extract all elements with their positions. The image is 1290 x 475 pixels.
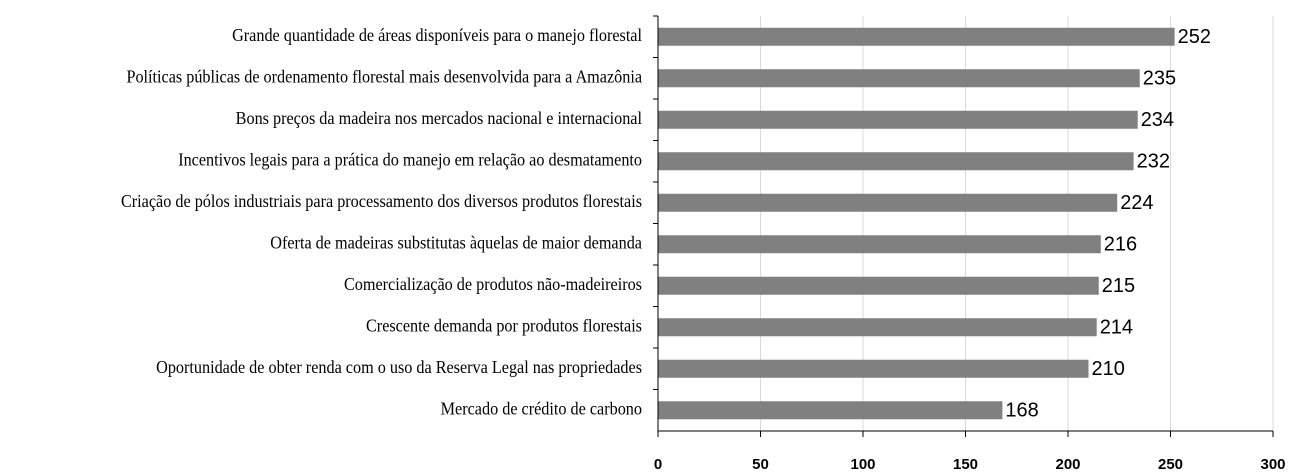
y-tick-label: Grande quantidade de áreas disponíveis p…	[232, 25, 642, 45]
data-label: 210	[1092, 358, 1125, 380]
bar	[658, 193, 1118, 212]
x-tick-label: 100	[850, 456, 875, 473]
x-tick-label: 200	[1055, 456, 1080, 473]
bar	[658, 152, 1134, 171]
data-label: 215	[1102, 275, 1135, 297]
y-tick-label: Comercialização de produtos não-madeirei…	[344, 274, 642, 294]
category-group: Oportunidade de obter renda com o uso da…	[156, 357, 642, 377]
y-tick-label: Crescente demanda por produtos florestai…	[366, 316, 642, 336]
y-tick-label: Criação de pólos industriais para proces…	[121, 191, 642, 211]
y-tick-label: Bons preços da madeira nos mercados naci…	[236, 108, 643, 128]
category-group: Crescente demanda por produtos florestai…	[366, 316, 642, 336]
x-tick-label: 300	[1260, 456, 1285, 473]
bar	[658, 401, 1003, 420]
bar	[658, 235, 1101, 254]
bar	[658, 359, 1089, 378]
bar	[658, 318, 1097, 337]
data-label: 224	[1120, 192, 1153, 214]
x-tick-label: 150	[953, 456, 978, 473]
category-group: Mercado de crédito de carbono	[441, 399, 642, 419]
y-tick-label: Mercado de crédito de carbono	[441, 399, 642, 419]
data-label: 252	[1178, 26, 1211, 48]
bar	[658, 110, 1138, 129]
x-tick-label: 250	[1158, 456, 1183, 473]
x-tick-label: 50	[752, 456, 769, 473]
bar	[658, 69, 1140, 88]
category-group: Oferta de madeiras substitutas àquelas d…	[270, 233, 642, 253]
y-tick-label: Incentivos legais para a prática do mane…	[178, 150, 642, 170]
category-group: Políticas públicas de ordenamento flores…	[126, 67, 642, 87]
category-group: Incentivos legais para a prática do mane…	[178, 150, 642, 170]
x-tick-label: 0	[654, 456, 662, 473]
bar	[658, 276, 1099, 295]
data-label: 235	[1143, 68, 1176, 90]
category-group: Comercialização de produtos não-madeirei…	[344, 274, 642, 294]
data-label: 234	[1141, 109, 1174, 131]
data-label: 168	[1005, 400, 1038, 422]
bar	[658, 27, 1175, 46]
data-label: 216	[1104, 234, 1137, 256]
category-group: Criação de pólos industriais para proces…	[121, 191, 642, 211]
y-tick-label: Oferta de madeiras substitutas àquelas d…	[270, 233, 642, 253]
y-tick-label: Políticas públicas de ordenamento flores…	[126, 67, 642, 87]
category-group: Bons preços da madeira nos mercados naci…	[236, 108, 643, 128]
y-tick-label: Oportunidade de obter renda com o uso da…	[156, 357, 642, 377]
data-label: 232	[1137, 151, 1170, 173]
data-label: 214	[1100, 317, 1133, 339]
category-group: Grande quantidade de áreas disponíveis p…	[232, 25, 642, 45]
